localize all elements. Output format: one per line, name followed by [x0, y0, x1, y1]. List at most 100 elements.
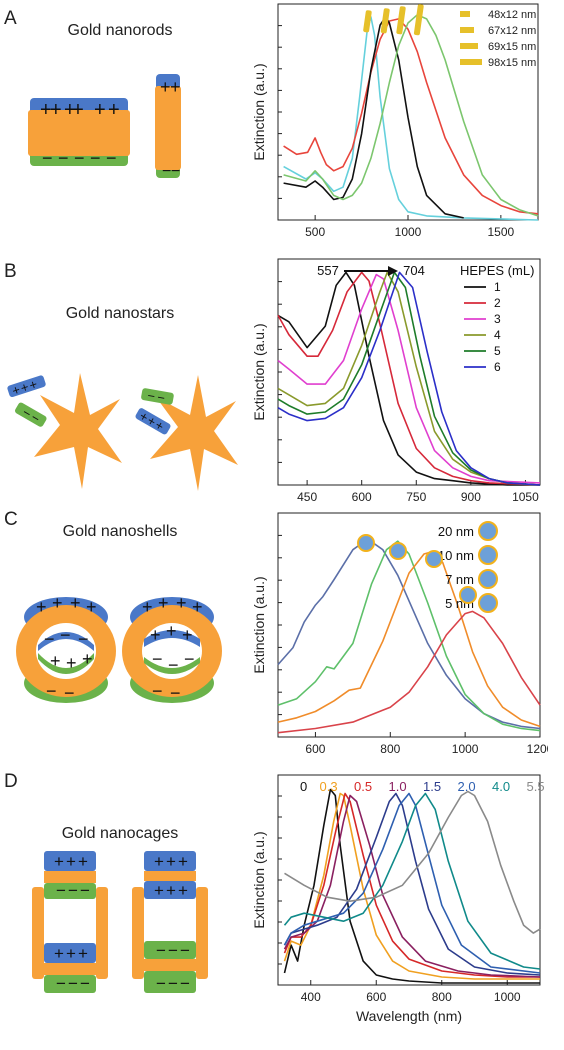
minus-charge: − — [180, 974, 190, 993]
nanoshell-icon — [478, 593, 498, 613]
nanorod-icon — [380, 8, 390, 34]
plus-charge: + — [66, 852, 76, 871]
plus-charge: + — [154, 852, 164, 871]
legend-rod-swatch — [460, 11, 470, 17]
minus-charge: − — [80, 881, 90, 900]
minus-charge: − — [184, 649, 195, 669]
series-line — [283, 788, 540, 984]
panel-title: Gold nanocages — [61, 825, 179, 842]
plus-charge: + — [86, 597, 97, 617]
y-axis-label: Extinction (a.u.) — [251, 831, 267, 928]
x-tick-label: 600 — [366, 990, 386, 1004]
plus-charge: + — [176, 593, 187, 613]
plus-charge: + — [27, 376, 39, 393]
legend-label: 1.5 — [423, 779, 441, 794]
legend-label: 2.0 — [458, 779, 476, 794]
x-tick-label: 500 — [305, 225, 325, 239]
panel-b: B Gold nanostars + + + − − − − + + + 450… — [0, 255, 564, 515]
nanocage-schematic: + + + − − − + + + − − − + + + + + + − − … — [32, 851, 208, 993]
minus-charge: − — [68, 974, 78, 993]
series-line — [277, 273, 541, 484]
legend-rod-swatch — [460, 59, 482, 65]
x-tick-label: 800 — [432, 990, 452, 1004]
shift-end-label: 704 — [403, 263, 425, 278]
minus-charge: − — [170, 683, 181, 703]
plus-charge: + — [54, 852, 64, 871]
series-line — [277, 610, 541, 734]
legend-label: 48x12 nm — [488, 9, 536, 21]
series-line — [283, 792, 540, 978]
nanoshell-icon — [478, 521, 498, 541]
series-line — [277, 271, 541, 486]
plus-charge: + — [166, 621, 177, 641]
legend-label: 0.3 — [320, 779, 338, 794]
minus-charge: − — [44, 629, 55, 649]
plus-charge: + — [182, 625, 193, 645]
minus-charge: − — [106, 148, 117, 168]
minus-charge: − — [68, 881, 78, 900]
legend-label: 5 — [494, 344, 501, 358]
legend-label: 7 nm — [445, 572, 474, 587]
plus-charge: + — [52, 593, 63, 613]
plus-charge: + — [166, 852, 176, 871]
series-line — [277, 271, 541, 486]
nanostar-schematic: + + + − − − − + + + — [7, 373, 238, 491]
plus-charge: + — [78, 944, 88, 963]
legend-label: 1 — [494, 280, 501, 294]
minus-charge: − — [162, 163, 171, 180]
minus-charge: − — [46, 681, 57, 701]
shell-left — [16, 597, 116, 703]
plus-charge: + — [158, 593, 169, 613]
plus-charge: + — [10, 382, 22, 399]
x-tick-label: 1000 — [452, 742, 479, 756]
series-line — [277, 540, 541, 732]
legend-label: 0.5 — [354, 779, 372, 794]
plus-charge: + — [178, 852, 188, 871]
plus-charge: + — [54, 944, 64, 963]
minus-charge: − — [42, 148, 53, 168]
legend-rod-swatch — [460, 27, 474, 33]
x-tick-label: 600 — [305, 742, 325, 756]
legend-rod-swatch — [460, 43, 478, 49]
series-line — [277, 271, 541, 486]
nanorod-icon — [413, 4, 424, 36]
minus-charge: − — [152, 681, 163, 701]
plus-charge: + — [154, 881, 164, 900]
minus-charge: − — [168, 655, 179, 675]
panel-d: D Gold nanocages + + + − − — [0, 765, 564, 1050]
legend-label: 10 nm — [438, 548, 474, 563]
cage-right — [132, 851, 208, 993]
plus-charge: + — [82, 649, 93, 669]
nanoshell-marker-icon — [389, 542, 407, 560]
plus-charge: + — [70, 593, 81, 613]
x-tick-label: 1000 — [395, 225, 422, 239]
shift-start-label: 557 — [317, 263, 339, 278]
x-tick-label: 800 — [380, 742, 400, 756]
minus-charge: − — [180, 941, 190, 960]
plus-charge: + — [150, 625, 161, 645]
panel-title: Gold nanorods — [67, 22, 173, 39]
minus-charge: − — [146, 388, 156, 404]
plus-charge: + — [50, 99, 62, 121]
x-tick-label: 1050 — [512, 490, 539, 504]
legend-label: 2 — [494, 296, 501, 310]
legend-label: 4 — [494, 328, 501, 342]
plus-charge: + — [142, 597, 153, 617]
panel-letter: C — [4, 509, 18, 530]
legend-title: HEPES (mL) — [460, 263, 534, 278]
y-axis-label: Extinction (a.u.) — [251, 576, 267, 673]
minus-charge: − — [58, 148, 69, 168]
plus-charge: + — [170, 77, 181, 97]
minus-charge: − — [56, 974, 66, 993]
minus-charge: − — [156, 941, 166, 960]
x-tick-label: 600 — [352, 490, 372, 504]
series-line — [277, 538, 541, 730]
nanorod-icon — [396, 6, 406, 35]
series-line — [277, 271, 541, 486]
panel-title: Gold nanostars — [65, 305, 175, 322]
chart-nanorods: 500 1000 1500 Extinction (a.u.) 48x12 nm 67x1… — [251, 3, 539, 239]
nanorod-icon — [363, 10, 372, 33]
plus-charge: + — [40, 99, 52, 121]
panel-letter: A — [4, 8, 17, 29]
minus-charge: − — [56, 881, 66, 900]
